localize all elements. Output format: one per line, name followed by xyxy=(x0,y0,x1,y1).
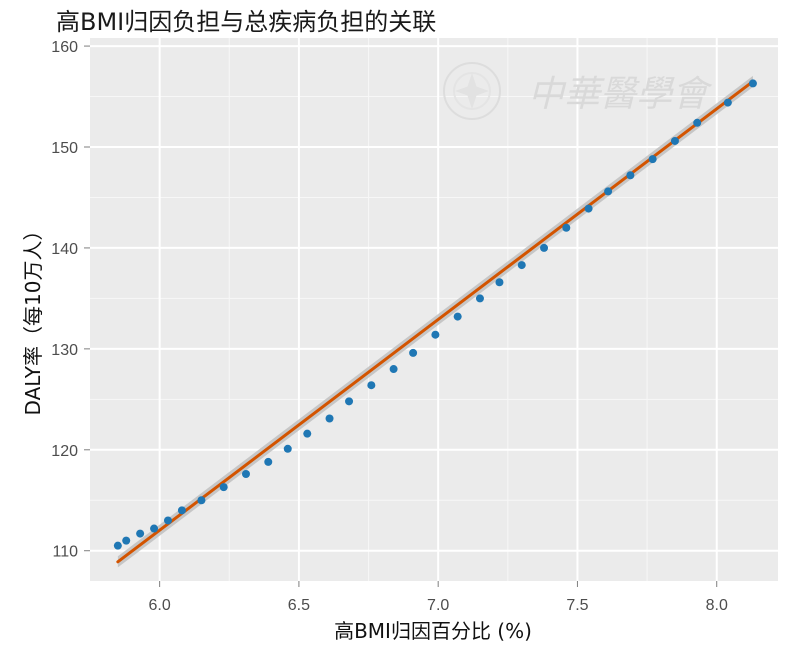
x-tick-label: 8.0 xyxy=(706,597,728,614)
scatter-point xyxy=(626,171,635,180)
scatter-point xyxy=(584,204,593,213)
scatter-point xyxy=(122,536,131,545)
scatter-point xyxy=(409,348,418,357)
scatter-point xyxy=(431,330,440,339)
scatter-point xyxy=(345,397,354,406)
x-axis-label: 高BMI归因百分比 (%) xyxy=(334,619,532,643)
scatter-point xyxy=(113,541,122,550)
x-tick-label: 7.5 xyxy=(566,597,588,614)
chart-title: 高BMI归因负担与总疾病负担的关联 xyxy=(56,8,436,36)
points-layer xyxy=(113,79,757,550)
scatter-point xyxy=(197,496,206,505)
plot-panel xyxy=(90,38,778,581)
scatter-point xyxy=(367,381,376,390)
y-tick-label: 110 xyxy=(52,544,78,561)
scatter-point xyxy=(177,506,186,515)
fit-line-layer xyxy=(116,79,755,564)
x-tick-label: 6.0 xyxy=(149,597,171,614)
watermark-text: 中華醫學會 xyxy=(528,74,713,115)
scatter-point xyxy=(303,429,312,438)
scatter-point xyxy=(453,312,462,321)
scatter-point xyxy=(693,118,702,127)
scatter-point xyxy=(540,243,549,252)
y-axis-label: DALY率（每10万人） xyxy=(21,221,45,416)
scatter-point xyxy=(150,524,159,533)
scatter-point xyxy=(325,414,334,423)
scatter-point xyxy=(475,294,484,303)
y-axis: 110 120 130 140 150 160 xyxy=(51,39,90,561)
scatter-point xyxy=(517,261,526,270)
x-axis: 6.0 6.5 7.0 7.5 8.0 xyxy=(149,581,728,614)
scatter-point xyxy=(219,483,228,492)
y-tick-label: 140 xyxy=(51,241,78,258)
seal-emblem-icon xyxy=(455,73,489,109)
scatter-point xyxy=(283,444,292,453)
scatter-point xyxy=(136,529,145,538)
y-tick-label: 130 xyxy=(51,342,78,359)
x-tick-label: 7.0 xyxy=(427,597,449,614)
scatter-point xyxy=(562,223,571,232)
scatter-point xyxy=(264,457,273,466)
scatter-point xyxy=(670,136,679,145)
fit-line xyxy=(116,79,755,564)
scatter-point xyxy=(163,516,172,525)
scatter-point xyxy=(495,278,504,287)
scatter-point xyxy=(241,470,250,479)
y-tick-label: 120 xyxy=(51,443,78,460)
x-tick-label: 6.5 xyxy=(288,597,310,614)
y-tick-label: 160 xyxy=(51,39,78,56)
watermark: 中華醫學會 xyxy=(443,62,713,120)
scatter-point xyxy=(748,79,757,88)
scatter-point xyxy=(389,365,398,374)
scatter-point xyxy=(648,155,657,164)
seal-outer-ring xyxy=(443,62,501,120)
y-tick-label: 150 xyxy=(51,140,78,157)
scatter-point xyxy=(723,98,732,107)
scatter-point xyxy=(604,187,613,196)
